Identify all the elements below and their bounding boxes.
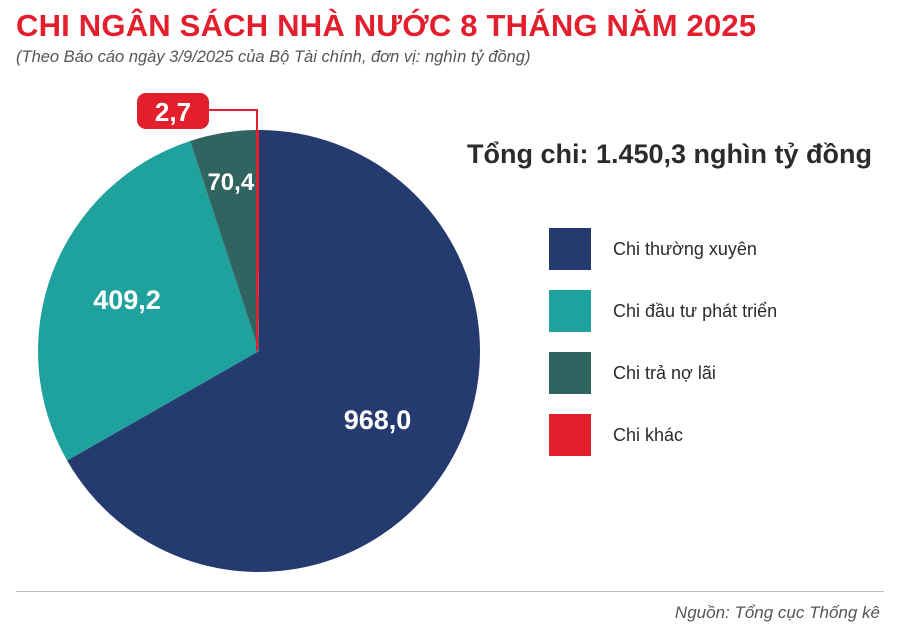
legend-swatch <box>549 414 591 456</box>
legend-label: Chi trả nợ lãi <box>613 363 716 383</box>
pie-slice-1 <box>37 140 260 461</box>
chart-subtitle: (Theo Báo cáo ngày 3/9/2025 của Bộ Tài c… <box>16 48 531 66</box>
total-spending: Tổng chi: 1.450,3 nghìn tỷ đồng <box>467 139 873 169</box>
small-slice-callout: 2,7 <box>137 93 258 351</box>
divider <box>16 591 884 592</box>
chart-title: CHI NGÂN SÁCH NHÀ NƯỚC 8 THÁNG NĂM 2025 <box>16 8 757 43</box>
source-note: Nguồn: Tổng cục Thống kê <box>674 603 880 622</box>
slice-value-labels: 968,0 409,2 70,4 <box>93 169 411 435</box>
callout-box <box>137 93 209 129</box>
slice-value-label: 70,4 <box>207 169 254 196</box>
slice-value-label: 409,2 <box>93 285 161 315</box>
legend-label: Chi đầu tư phát triển <box>613 301 778 321</box>
legend-label: Chi khác <box>613 425 684 445</box>
pie-slice-0 <box>67 130 480 572</box>
pie-slice-2 <box>190 130 259 351</box>
callout-line <box>209 109 258 351</box>
legend-swatch <box>549 290 591 332</box>
slice-value-label: 2,7 <box>155 97 191 127</box>
pie-chart: 2,7 968,0 409,2 70,4 <box>37 93 480 572</box>
slice-value-label: 968,0 <box>344 405 412 435</box>
pie-slices <box>37 130 480 572</box>
legend-swatch <box>549 352 591 394</box>
legend-swatch <box>549 228 591 270</box>
legend-label: Chi thường xuyên <box>613 239 757 259</box>
